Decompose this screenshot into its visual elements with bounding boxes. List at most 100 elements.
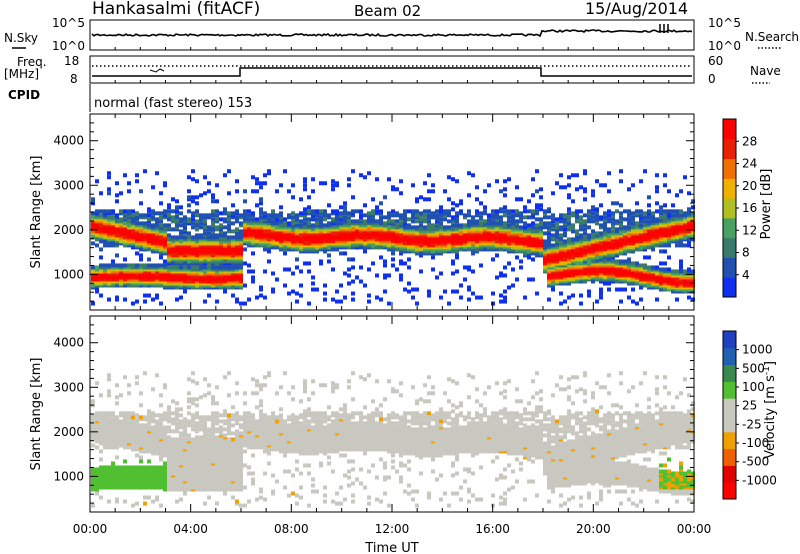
power-cell [639, 247, 643, 252]
power-cell [407, 233, 411, 238]
power-cell [311, 217, 315, 222]
power-cell [191, 261, 195, 266]
power-cell [423, 209, 427, 214]
power-cell [235, 257, 239, 262]
velocity-cell [107, 431, 111, 436]
velocity-cell [175, 413, 179, 418]
power-cell [599, 279, 603, 284]
velocity-cell [167, 417, 171, 422]
power-cell [675, 239, 679, 244]
power-cell [163, 263, 167, 268]
velocity-cell [115, 471, 119, 476]
power-cell [571, 173, 575, 178]
velocity-cell [119, 425, 123, 430]
power-cell [467, 245, 471, 250]
velocity-cell [143, 423, 147, 428]
velocity-cell [179, 473, 183, 478]
power-cell [295, 235, 299, 240]
power-cell [391, 235, 395, 240]
power-cell [607, 209, 611, 214]
power-cell [475, 213, 479, 218]
power-cell [371, 237, 375, 242]
power-cell [607, 251, 611, 256]
velocity-cell [131, 465, 135, 470]
power-cell [671, 229, 675, 234]
power-cell [443, 289, 447, 294]
power-cell [167, 275, 171, 280]
power-cell [575, 219, 579, 224]
power-cell [607, 261, 611, 266]
power-cell [643, 223, 647, 228]
power-cell [175, 285, 179, 290]
power-cell [459, 239, 463, 244]
power-cell [259, 235, 263, 240]
velocity-cell [187, 463, 191, 468]
power-cell [295, 257, 299, 262]
power-cell [331, 243, 335, 248]
power-cell [159, 215, 163, 220]
velocity-cell [119, 473, 123, 478]
power-cell [275, 233, 279, 238]
power-colorbar-swatch [723, 198, 736, 219]
velocity-cell [183, 451, 187, 456]
power-cell [295, 233, 299, 238]
power-cell [675, 223, 679, 228]
velocity-cell [171, 449, 175, 454]
power-cell [643, 283, 647, 288]
power-cell [419, 235, 423, 240]
velocity-cell [159, 503, 163, 508]
power-cell [111, 241, 115, 246]
power-cell [247, 263, 251, 268]
power-cell [403, 233, 407, 238]
power-cell [191, 199, 195, 204]
power-cell [231, 239, 235, 244]
power-cell [183, 257, 187, 262]
power-cell [231, 277, 235, 282]
power-cell [631, 233, 635, 238]
power-cell [395, 211, 399, 216]
power-cell [107, 191, 111, 196]
power-cell [579, 237, 583, 242]
velocity-cell [127, 391, 131, 396]
power-cell [547, 207, 551, 212]
power-cell [335, 211, 339, 216]
power-cell [607, 247, 611, 252]
velocity-cell [127, 441, 131, 446]
power-cell [151, 217, 155, 222]
power-cell [199, 235, 203, 240]
power-cell [583, 235, 587, 240]
power-cell [447, 247, 451, 252]
velocity-cell [131, 433, 135, 438]
power-cell [399, 223, 403, 228]
power-cell [571, 255, 575, 260]
power-cell [467, 221, 471, 226]
power-cell [571, 293, 575, 298]
velocity-cell [115, 417, 119, 422]
power-cell [215, 249, 219, 254]
power-cell [431, 245, 435, 250]
power-cell [111, 211, 115, 216]
power-cell [159, 225, 163, 230]
power-cell [491, 221, 495, 226]
power-cell [323, 231, 327, 236]
velocity-cell [159, 439, 163, 444]
power-cell [259, 287, 263, 292]
power-cell [135, 245, 139, 250]
power-cell [583, 275, 587, 280]
power-cell [183, 237, 187, 242]
power-cell [179, 231, 183, 236]
power-cell [439, 271, 443, 276]
power-cell [219, 267, 223, 272]
power-cell [551, 263, 555, 268]
power-cell [175, 283, 179, 288]
power-cell [643, 269, 647, 274]
power-cell [655, 239, 659, 244]
power-cell [339, 239, 343, 244]
power-cell [203, 269, 207, 274]
velocity-cell [163, 453, 167, 458]
power-cell [275, 225, 279, 230]
power-cell [187, 281, 191, 286]
power-cell [335, 209, 339, 214]
velocity-cell [103, 431, 107, 436]
power-cell [479, 201, 483, 206]
